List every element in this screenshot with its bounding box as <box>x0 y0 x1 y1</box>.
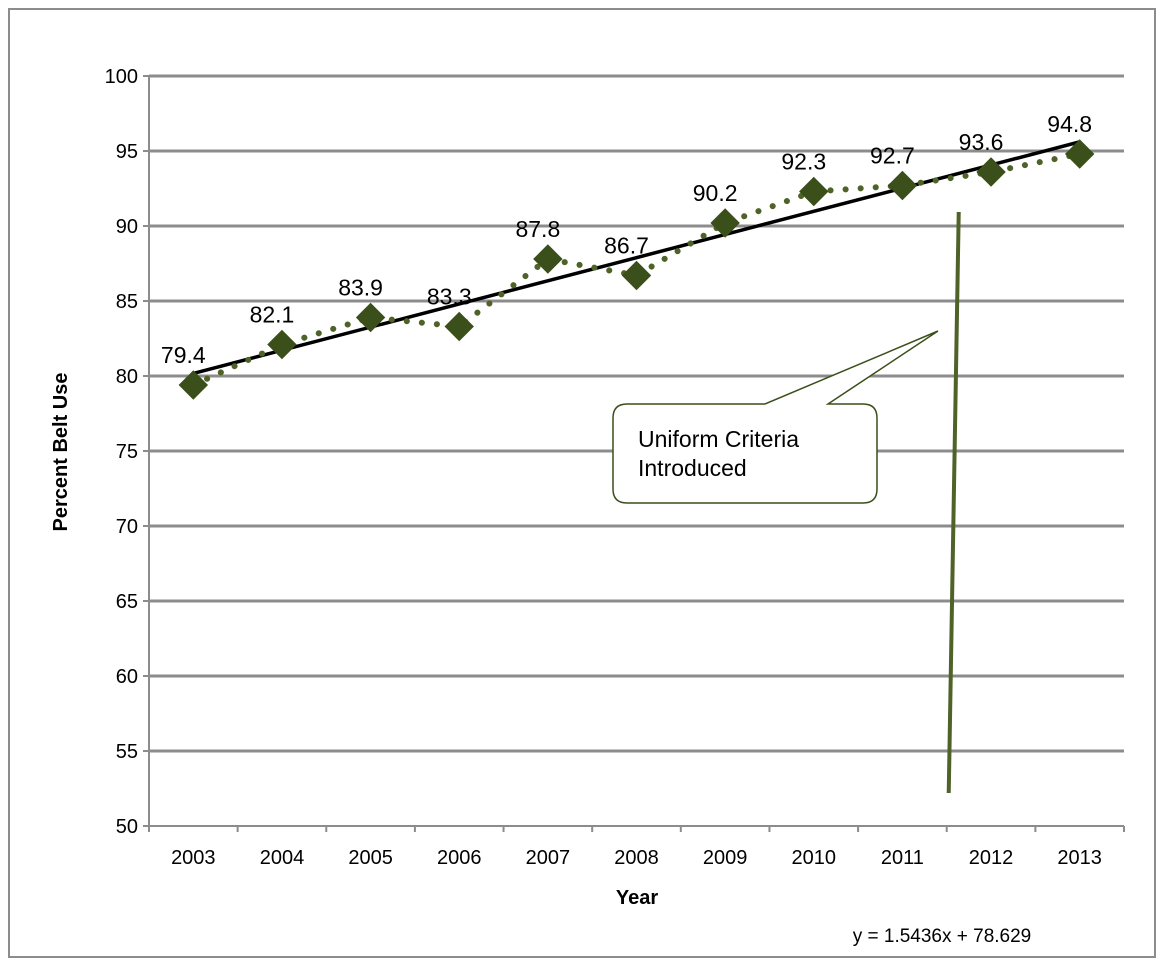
data-point-2010 <box>799 176 829 207</box>
trendline <box>192 140 1081 376</box>
y-tick-label-75: 75 <box>116 441 138 463</box>
chart-frame <box>8 8 1156 958</box>
data-point-2011 <box>887 170 918 201</box>
y-tick-label-70: 70 <box>116 516 138 538</box>
data-point-2009 <box>710 208 740 238</box>
criteria-marker-line <box>946 211 961 794</box>
linear-trendline <box>192 140 1081 376</box>
data-point-2004 <box>267 329 297 360</box>
data-label-2006: 83.3 <box>427 284 472 310</box>
x-tick-label-2004: 2004 <box>260 847 305 869</box>
y-axis-title: Percent Belt Use <box>50 373 72 532</box>
x-tick-label-2011: 2011 <box>881 847 924 869</box>
x-tick-label-2008: 2008 <box>614 847 659 869</box>
data-label-2010: 92.3 <box>781 149 826 175</box>
annotation: Uniform Criteria Introduced <box>612 211 961 794</box>
data-label-2011: 92.7 <box>870 143 915 169</box>
data-label-2009: 90.2 <box>693 180 738 206</box>
data-point-2012 <box>976 157 1006 187</box>
y-tick-label-60: 60 <box>116 666 138 688</box>
y-tick-label-80: 80 <box>116 366 138 388</box>
y-tick-label-100: 100 <box>105 66 138 88</box>
trendline-equation: y = 1.5436x + 78.629 <box>853 926 1032 947</box>
series <box>178 139 1095 400</box>
data-point-2005 <box>355 302 386 333</box>
y-tick-label-65: 65 <box>116 591 138 613</box>
y-tick-label-90: 90 <box>116 216 138 238</box>
data-point-2003 <box>178 370 209 400</box>
callout-text-line: Introduced <box>638 455 747 481</box>
x-tick-label-2012: 2012 <box>969 847 1014 869</box>
x-tick-label-2003: 2003 <box>171 847 216 869</box>
data-label-2013: 94.8 <box>1047 111 1092 137</box>
x-tick-label-2009: 2009 <box>703 847 748 869</box>
callout-box <box>612 330 939 504</box>
data-point-2007 <box>533 244 563 274</box>
x-tick-label-2013: 2013 <box>1057 847 1102 869</box>
data-label-2012: 93.6 <box>959 129 1004 155</box>
axes: 50 55 60 65 70 75 80 85 90 95 100 2003 2004 2005 2006 2… <box>105 66 1125 869</box>
data-label-2007: 87.8 <box>515 216 560 242</box>
callout-text-line: Uniform Criteria <box>638 426 799 452</box>
x-axis-title: Year <box>616 887 658 909</box>
y-tick-label-95: 95 <box>116 141 138 163</box>
data-label-2003: 79.4 <box>161 342 206 368</box>
data-label-2004: 82.1 <box>250 302 295 328</box>
x-tick-label-2007: 2007 <box>526 847 571 869</box>
x-tick-label-2006: 2006 <box>437 847 482 869</box>
data-labels: 79.4 82.1 83.9 83.3 87.8 86.7 90.2 92.3 92.7 93.6… <box>161 111 1092 368</box>
data-label-2005: 83.9 <box>338 275 383 301</box>
y-tick-label-55: 55 <box>116 741 138 763</box>
data-point-2008 <box>621 260 652 291</box>
x-tick-label-2005: 2005 <box>348 847 393 869</box>
gridlines <box>149 74 1124 753</box>
data-point-2006 <box>444 311 474 342</box>
y-tick-label-50: 50 <box>116 816 138 838</box>
y-tick-label-85: 85 <box>116 291 138 313</box>
x-tick-label-2010: 2010 <box>792 847 837 869</box>
data-point-2013 <box>1064 139 1095 169</box>
data-label-2008: 86.7 <box>604 233 649 259</box>
